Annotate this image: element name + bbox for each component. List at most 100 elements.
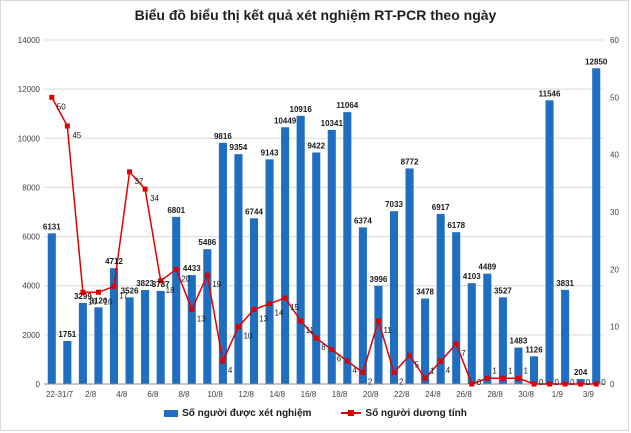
line-marker: [562, 381, 568, 387]
bar-value-label: 3996: [370, 275, 388, 284]
bar: [172, 216, 181, 384]
line-value-label: 0: [555, 378, 560, 387]
x-tick-label: 28/8: [487, 390, 503, 399]
bar: [327, 129, 336, 384]
line-value-label: 0: [539, 378, 544, 387]
x-tick-label: 20/8: [363, 390, 379, 399]
line-value-label: 4: [446, 366, 451, 375]
line-marker: [547, 381, 553, 387]
line-marker: [95, 289, 101, 295]
line-value-label: 14: [275, 309, 284, 318]
line-marker: [329, 347, 335, 353]
bar: [374, 285, 383, 384]
bar-value-label: 3787: [152, 280, 170, 289]
bar-value-label: 6178: [447, 221, 465, 230]
line-marker: [344, 358, 350, 364]
line-value-label: 6: [337, 355, 342, 364]
bar: [358, 227, 367, 384]
line-marker: [298, 318, 304, 324]
bar: [498, 297, 507, 384]
y2-tick-label: 20: [610, 265, 619, 274]
line-value-label: 2: [399, 378, 404, 387]
gridlines: [44, 39, 604, 336]
y-tick-label: 10000: [18, 134, 41, 143]
bar: [203, 249, 212, 384]
line-value-label: 0: [570, 378, 575, 387]
line-value-label: 16: [103, 297, 112, 306]
line-marker: [453, 341, 459, 347]
axes: 0200040006000800010000120001400001020304…: [18, 36, 620, 399]
x-tick-label: 6/8: [147, 390, 159, 399]
line-value-label: 20: [181, 274, 190, 283]
bar-value-label: 5486: [198, 238, 216, 247]
line-marker: [127, 169, 133, 175]
bar-value-label: 8772: [401, 157, 419, 166]
legend-line-label: Số người dương tính: [365, 407, 467, 419]
y-tick-label: 14000: [18, 36, 41, 45]
x-tick-label: 26/8: [456, 390, 472, 399]
bar-value-label: 3527: [494, 286, 512, 295]
x-tick-label: 30/8: [518, 390, 534, 399]
legend-entry-line: Số người dương tính: [341, 407, 467, 419]
line-marker: [204, 272, 210, 278]
line-marker: [438, 358, 444, 364]
line-marker: [173, 266, 179, 272]
line-marker: [267, 301, 273, 307]
bar: [63, 340, 72, 384]
y-tick-label: 8000: [22, 183, 40, 192]
bar: [467, 283, 476, 384]
bar: [109, 268, 119, 384]
bar-value-label: 3823: [136, 279, 154, 288]
positive-cases-line: [51, 96, 597, 385]
x-tick-label: 24/8: [425, 390, 441, 399]
line-marker: [484, 375, 490, 381]
line-value-label: 4: [352, 366, 357, 375]
line-marker: [375, 318, 381, 324]
line-value-label: 7: [461, 349, 466, 358]
bar-value-label: 12850: [585, 57, 608, 66]
y2-tick-label: 0: [610, 380, 615, 389]
line-value-label: 17: [119, 292, 128, 301]
y2-tick-label: 50: [610, 93, 619, 102]
x-tick-label: 22/8: [394, 390, 410, 399]
bar-value-label: 1483: [510, 337, 528, 346]
bar: [265, 159, 274, 384]
bar: [141, 290, 150, 384]
line-marker: [593, 381, 599, 387]
x-tick-label: 10/8: [207, 390, 223, 399]
bar: [545, 100, 554, 385]
y-tick-label: 6000: [22, 233, 40, 242]
bar: [389, 211, 399, 384]
line-value-label: 1: [523, 366, 528, 375]
x-tick-label: 22-31/7: [46, 390, 74, 399]
line-value-label: 16: [88, 297, 97, 306]
x-tick-label: 3/9: [583, 390, 595, 399]
line-marker: [64, 123, 70, 129]
legend-line-swatch: [341, 409, 362, 417]
line-marker: [578, 381, 584, 387]
bar-value-label: 4433: [183, 264, 201, 273]
bar: [452, 232, 461, 384]
bar-value-label: 11546: [539, 89, 561, 98]
bar: [47, 233, 56, 384]
line-value-label: 4: [228, 366, 233, 375]
line-marker: [220, 358, 226, 364]
x-tick-label: 18/8: [332, 390, 348, 399]
bar: [296, 115, 305, 384]
line-marker: [282, 295, 288, 301]
bar-value-label: 1751: [58, 330, 76, 339]
bar-value-label: 3478: [416, 288, 434, 297]
line-marker: [391, 370, 397, 376]
x-tick-label: 16/8: [301, 390, 317, 399]
y2-tick-label: 30: [610, 208, 619, 217]
bar: [312, 152, 321, 384]
line-marker: [251, 306, 257, 312]
x-tick-label: 1/9: [552, 390, 564, 399]
bar-value-label: 10341: [321, 119, 344, 128]
bar-series: [47, 68, 601, 385]
line-marker: [49, 94, 55, 100]
line-value-label: 10: [243, 332, 252, 341]
bar: [125, 297, 134, 384]
y2-tick-label: 40: [610, 151, 619, 160]
